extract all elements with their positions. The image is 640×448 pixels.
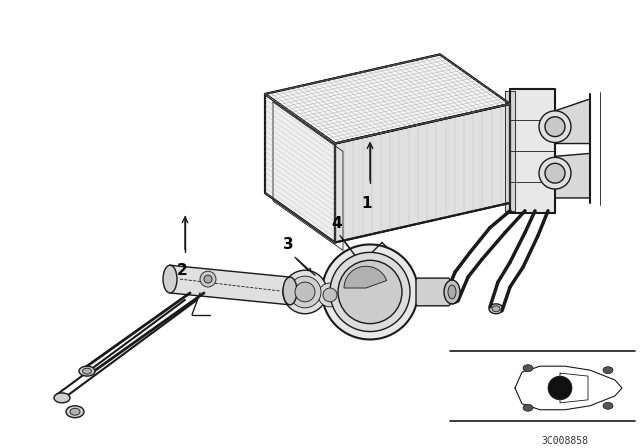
- Ellipse shape: [523, 365, 533, 372]
- Circle shape: [545, 164, 565, 183]
- Ellipse shape: [66, 406, 84, 418]
- Text: 1: 1: [362, 196, 372, 211]
- Circle shape: [200, 271, 216, 287]
- Polygon shape: [265, 94, 335, 242]
- Ellipse shape: [448, 296, 456, 302]
- Circle shape: [204, 275, 212, 283]
- Ellipse shape: [283, 277, 297, 305]
- Polygon shape: [505, 91, 515, 211]
- Circle shape: [539, 111, 571, 142]
- Circle shape: [539, 157, 571, 189]
- Circle shape: [283, 270, 327, 314]
- Text: 3C008858: 3C008858: [541, 436, 589, 447]
- Circle shape: [323, 288, 337, 302]
- Ellipse shape: [70, 408, 80, 415]
- Ellipse shape: [523, 404, 533, 411]
- Polygon shape: [335, 104, 510, 242]
- Ellipse shape: [54, 393, 70, 403]
- Circle shape: [548, 376, 572, 400]
- Circle shape: [289, 276, 321, 308]
- Polygon shape: [170, 265, 290, 305]
- Ellipse shape: [444, 280, 460, 304]
- Circle shape: [318, 283, 342, 307]
- Text: 4: 4: [332, 215, 342, 231]
- Ellipse shape: [79, 366, 95, 376]
- FancyBboxPatch shape: [416, 278, 450, 306]
- Wedge shape: [344, 266, 387, 288]
- Ellipse shape: [603, 402, 613, 409]
- Polygon shape: [510, 89, 555, 213]
- Text: 2: 2: [177, 263, 188, 278]
- Polygon shape: [265, 55, 510, 143]
- Ellipse shape: [448, 285, 456, 299]
- Ellipse shape: [163, 265, 177, 293]
- Circle shape: [338, 260, 402, 323]
- Circle shape: [295, 282, 315, 302]
- Circle shape: [545, 117, 565, 137]
- Ellipse shape: [492, 306, 500, 312]
- Ellipse shape: [445, 294, 459, 304]
- Text: 3: 3: [283, 237, 293, 252]
- Circle shape: [330, 252, 410, 332]
- Ellipse shape: [603, 366, 613, 374]
- Polygon shape: [555, 153, 590, 198]
- Circle shape: [322, 245, 418, 340]
- Ellipse shape: [83, 368, 92, 374]
- Polygon shape: [555, 99, 590, 143]
- Ellipse shape: [489, 304, 503, 314]
